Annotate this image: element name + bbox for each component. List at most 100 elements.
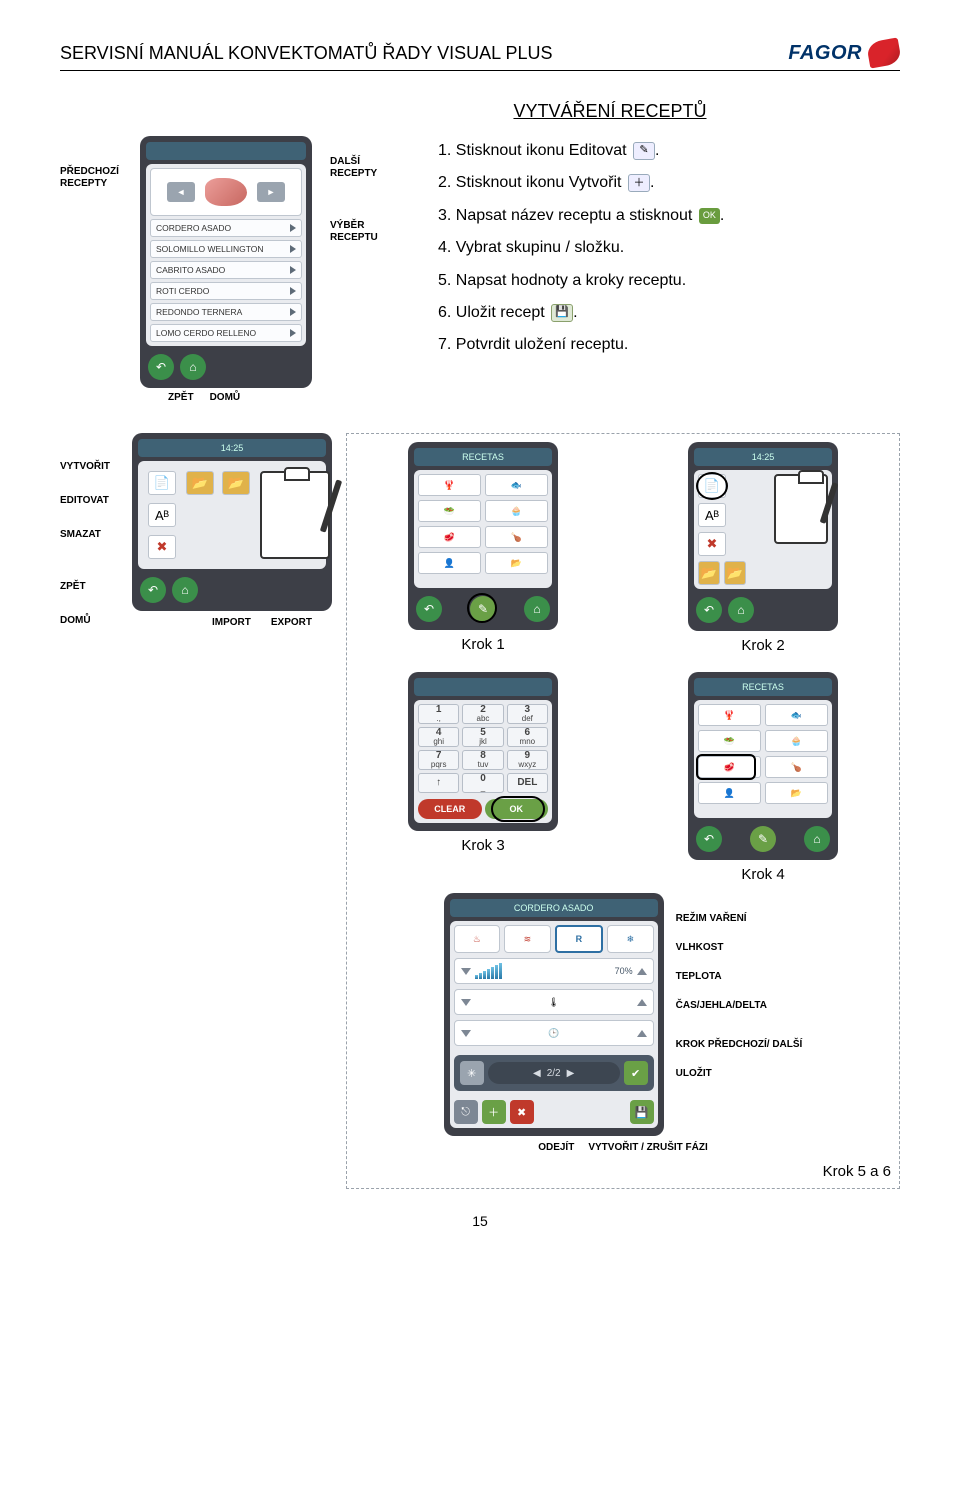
next-recipe-button[interactable]: ► [257, 182, 285, 202]
panel: 🦞 🐟 🥗 🧁 🥩 🍗 👤 📂 [694, 700, 832, 818]
home-button[interactable]: ⌂ [804, 826, 830, 852]
export-folder-button[interactable]: 📂 [724, 561, 746, 585]
home-button[interactable]: ⌂ [172, 577, 198, 603]
key[interactable]: 0_ [462, 773, 503, 793]
list-item-label: ROTI CERDO [156, 286, 209, 296]
category-button[interactable]: 🍗 [485, 526, 548, 548]
back-button[interactable]: ↶ [140, 577, 166, 603]
category-button[interactable]: 🧁 [485, 500, 548, 522]
key-s: ., [436, 715, 440, 723]
category-button[interactable]: 👤 [698, 782, 761, 804]
category-button[interactable]: 📂 [485, 552, 548, 574]
cancel-phase-button[interactable]: ✖ [510, 1100, 534, 1124]
back-button[interactable]: ↶ [696, 597, 722, 623]
key-s: pqrs [431, 761, 447, 769]
ok-button[interactable]: OK [485, 799, 549, 819]
device-topbar [146, 142, 306, 160]
key-n: ↑ [436, 778, 441, 788]
export-folder-button[interactable]: 📂 [222, 471, 250, 495]
category-button[interactable]: 🐟 [485, 474, 548, 496]
save-phase-button[interactable]: ✔ [624, 1061, 648, 1085]
key[interactable]: 7pqrs [418, 750, 459, 770]
pen-icon [320, 479, 342, 532]
list-item[interactable]: ROTI CERDO [150, 282, 302, 300]
key[interactable]: 8tuv [462, 750, 503, 770]
label-time-probe-delta: ČAS/JEHLA/DELTA [676, 1000, 803, 1011]
edit-icon-column: 📄 Aᴮ ✖ [148, 471, 176, 559]
home-button[interactable]: ⌂ [728, 597, 754, 623]
category-button[interactable]: 🐟 [765, 704, 828, 726]
category-button[interactable]: 📂 [765, 782, 828, 804]
highlight-circle-icon [467, 593, 497, 623]
delete-button[interactable]: ✖ [148, 535, 176, 559]
footer-callouts: ZPĚT DOMŮ [168, 392, 312, 403]
topbar-recetas: RECETAS [694, 678, 832, 696]
label-prev-recipes: PŘEDCHOZÍ RECEPTY [60, 166, 122, 190]
mode-convection-button[interactable]: ❄ [607, 925, 654, 953]
device-topbar-time: 14:25 [138, 439, 326, 457]
list-item[interactable]: REDONDO TERNERA [150, 303, 302, 321]
category-button[interactable]: 🥗 [698, 730, 761, 752]
mode-steam-button[interactable]: ♨ [454, 925, 501, 953]
key[interactable]: 2abc [462, 704, 503, 724]
key[interactable]: 6mno [507, 727, 548, 747]
humidity-row[interactable]: 70% [454, 958, 654, 984]
key-s: jkl [479, 738, 487, 746]
key[interactable]: 4ghi [418, 727, 459, 747]
confirm-save-button[interactable]: 💾 [630, 1100, 654, 1124]
edit-button[interactable]: Aᴮ [148, 503, 176, 527]
krok2-cell: 14:25 📄 Aᴮ ✖ 📂 📂 [635, 442, 891, 654]
back-button[interactable]: ↶ [696, 826, 722, 852]
key[interactable]: DEL [507, 773, 548, 793]
section-title: VYTVÁŘENÍ RECEPTŮ [320, 101, 900, 122]
key[interactable]: 9wxyz [507, 750, 548, 770]
category-button[interactable]: 👤 [418, 552, 481, 574]
device-footer: ↶ ⌂ [138, 573, 326, 603]
panel: 🦞 🐟 🥗 🧁 🥩 🍗 👤 📂 [414, 470, 552, 588]
humidity-bars-icon [475, 963, 611, 979]
step-text: Uložit recept [456, 304, 545, 321]
category-button[interactable]: 🦞 [698, 704, 761, 726]
krok-grid: RECETAS 🦞 🐟 🥗 🧁 🥩 🍗 👤 📂 [355, 442, 891, 883]
add-phase-button[interactable]: ＋ [482, 1100, 506, 1124]
back-button[interactable]: ↶ [416, 596, 442, 622]
time-row[interactable]: 🕒 [454, 1020, 654, 1046]
highlight-circle-icon [696, 754, 756, 780]
mode-regen-button[interactable]: R [555, 925, 604, 953]
key[interactable]: 5jkl [462, 727, 503, 747]
list-item[interactable]: CORDERO ASADO [150, 219, 302, 237]
fan-button[interactable]: ✳ [460, 1061, 484, 1085]
home-button[interactable]: ⌂ [180, 354, 206, 380]
decrease-icon [461, 968, 471, 975]
edit-button[interactable]: Aᴮ [698, 503, 726, 527]
ok-badge-icon: OK [699, 208, 720, 224]
list-item[interactable]: SOLOMILLO WELLINGTON [150, 240, 302, 258]
delete-button[interactable]: ✖ [698, 532, 726, 556]
category-button[interactable]: 🥗 [418, 500, 481, 522]
list-item[interactable]: LOMO CERDO RELLENO [150, 324, 302, 342]
category-button[interactable]: 🍗 [765, 756, 828, 778]
key[interactable]: 3def [507, 704, 548, 724]
leave-button[interactable]: ⎋ [454, 1100, 478, 1124]
category-button[interactable]: 🧁 [765, 730, 828, 752]
prev-recipe-button[interactable]: ◄ [167, 182, 195, 202]
steps-ol: Stisknout ikonu Editovat ✎. Stisknout ik… [438, 136, 900, 361]
device-footer: ↶ ✎ ⌂ [414, 592, 552, 622]
category-button[interactable]: 🥩 [418, 526, 481, 548]
key[interactable]: 1., [418, 704, 459, 724]
clear-button[interactable]: CLEAR [418, 799, 482, 819]
temperature-row[interactable]: 🌡 [454, 989, 654, 1015]
category-button[interactable]: 🦞 [418, 474, 481, 496]
home-button[interactable]: ⌂ [524, 596, 550, 622]
import-folder-button[interactable]: 📂 [698, 561, 720, 585]
create-button[interactable]: 📄 [148, 471, 176, 495]
back-button[interactable]: ↶ [148, 354, 174, 380]
import-folder-button[interactable]: 📂 [186, 471, 214, 495]
mode-combi-button[interactable]: ≋ [504, 925, 551, 953]
key[interactable]: ↑ [418, 773, 459, 793]
edit-footer-button[interactable]: ✎ [750, 826, 776, 852]
chevron-right-icon [290, 287, 296, 295]
key-s: mno [520, 738, 536, 746]
krok2-label: Krok 2 [741, 637, 784, 654]
list-item[interactable]: CABRITO ASADO [150, 261, 302, 279]
